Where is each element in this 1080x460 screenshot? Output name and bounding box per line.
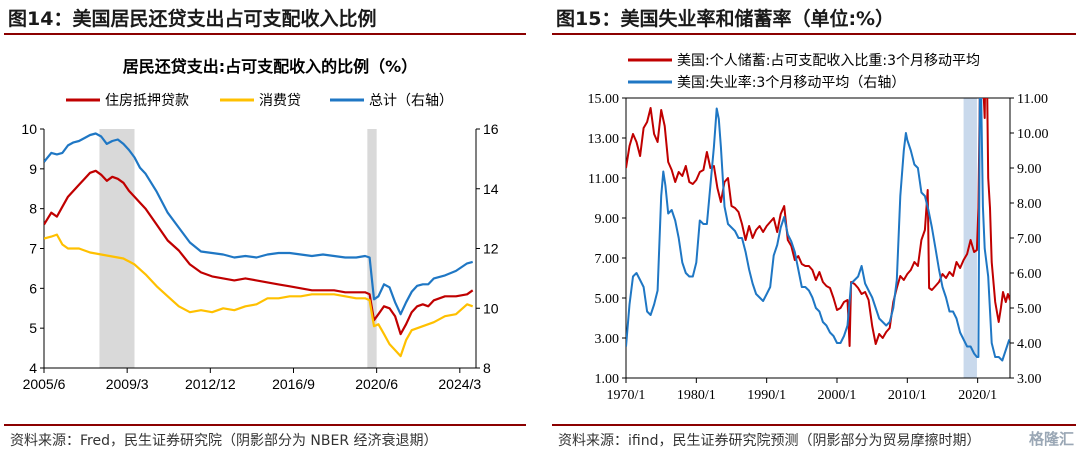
x-tick-label: 1980/1: [677, 388, 716, 403]
x-tick-label: 2000/1: [818, 388, 857, 403]
source-rule: [552, 424, 1076, 426]
x-tick-label: 2005/6: [23, 376, 66, 392]
y-tick-label-right: 6.00: [1017, 267, 1042, 282]
x-tick-label: 2010/1: [888, 388, 927, 403]
y-tick-label-right: 8.00: [1017, 197, 1042, 212]
y-tick-label-right: 10: [483, 300, 499, 316]
y-tick-label-left: 7.00: [595, 252, 620, 267]
y-tick-label-left: 6: [29, 280, 37, 296]
x-tick-label: 2020/6: [355, 376, 398, 392]
series-line-0: [44, 169, 474, 336]
series-line-1: [44, 233, 474, 358]
y-tick-label-right: 7.00: [1017, 232, 1042, 247]
chart-title: 居民还贷支出:占可支配收入的比例（%）: [123, 57, 417, 76]
household-debt-service-chart: 4 5 6 7 8 9 10 8 10 12 14 16 2005/6 2009/3 2012/12 2016…: [21, 57, 499, 392]
series-group: [44, 132, 474, 358]
y-tick-label-left: 8: [29, 201, 37, 217]
unemployment-saving-chart: 1.00 3.00 5.00 7.00 9.00 11.00 13.00 15.00 3.00 4…: [588, 53, 1049, 403]
legend-label-1: 美国:失业率:3个月移动平均（右轴）: [677, 74, 905, 91]
y-tick-label-right: 11.00: [1017, 92, 1048, 107]
legend-label-0: 住房抵押贷款: [105, 93, 189, 109]
x-tick-label: 2012/12: [185, 376, 236, 392]
y-tick-label-right: 12: [483, 241, 499, 257]
y-tick-label-right: 14: [483, 181, 499, 197]
source-rule: [4, 424, 526, 426]
plot-frame: [625, 97, 1011, 379]
figure-title-14: 图14：美国居民还贷支出占可支配收入比例: [8, 8, 377, 30]
y-tick-label-left: 5.00: [595, 292, 620, 307]
shaded-period-0: [963, 98, 977, 378]
y-tick-label-right: 8: [483, 360, 491, 376]
y-tick-label-left: 5: [29, 320, 37, 336]
source-note: 资料来源：ifind，民生证券研究院预测（阴影部分为贸易摩擦时期）: [558, 433, 981, 449]
y-tick-label-right: 10.00: [1017, 127, 1049, 142]
x-tick-label: 1990/1: [747, 388, 786, 403]
y-tick-label-left: 13.00: [588, 132, 620, 147]
y-tick-label-left: 15.00: [588, 92, 620, 107]
series-line-2: [44, 132, 473, 316]
y-tick-label-right: 5.00: [1017, 302, 1042, 317]
series-line-1: [626, 98, 1010, 362]
legend-label-0: 美国:个人储蓄:占可支配收入比重:3个月移动平均: [677, 53, 980, 69]
x-tick-label: 2024/3: [438, 376, 481, 392]
y-tick-label-left: 1.00: [595, 372, 620, 387]
title-rule: [4, 33, 526, 35]
y-tick-label-right: 16: [483, 121, 499, 137]
y-tick-label-left: 10: [21, 121, 37, 137]
y-tick-label-left: 9.00: [595, 212, 620, 227]
right-panel: 图15：美国失业率和储蓄率（单位:%） 1.00 3.00 5.00 7.00 9.00…: [548, 0, 1080, 460]
y-tick-label-left: 11.00: [588, 172, 619, 187]
source-note: 资料来源：Fred，民生证券研究院（阴影部分为 NBER 经济衰退期）: [10, 433, 438, 449]
legend-label-1: 消费贷: [259, 93, 301, 109]
x-tick-label: 1970/1: [607, 388, 646, 403]
y-tick-label-right: 3.00: [1017, 372, 1042, 387]
left-panel: 图14：美国居民还贷支出占可支配收入比例 4 5 6 7 8 9 10 8 10 12 14 16 20…: [0, 0, 530, 460]
shaded-period-0: [99, 129, 135, 368]
y-tick-label-right: 4.00: [1017, 337, 1042, 352]
x-tick-label: 2009/3: [106, 376, 149, 392]
figure-title-15: 图15：美国失业率和储蓄率（单位:%）: [556, 8, 895, 30]
y-tick-label-left: 3.00: [595, 332, 620, 347]
shaded-period-1: [367, 129, 377, 368]
series-group: [626, 98, 1010, 362]
legend-label-2: 总计（右轴）: [369, 93, 453, 109]
watermark-logo: 格隆汇: [1028, 430, 1074, 448]
series-line-0: [626, 98, 1010, 347]
x-tick-label: 2020/1: [958, 388, 997, 403]
y-tick-label-left: 4: [29, 360, 37, 376]
title-rule: [552, 33, 1076, 35]
x-tick-label: 2016/9: [272, 376, 315, 392]
y-tick-label-left: 9: [29, 161, 37, 177]
y-tick-label-right: 9.00: [1017, 162, 1042, 177]
y-tick-label-left: 7: [29, 241, 37, 257]
